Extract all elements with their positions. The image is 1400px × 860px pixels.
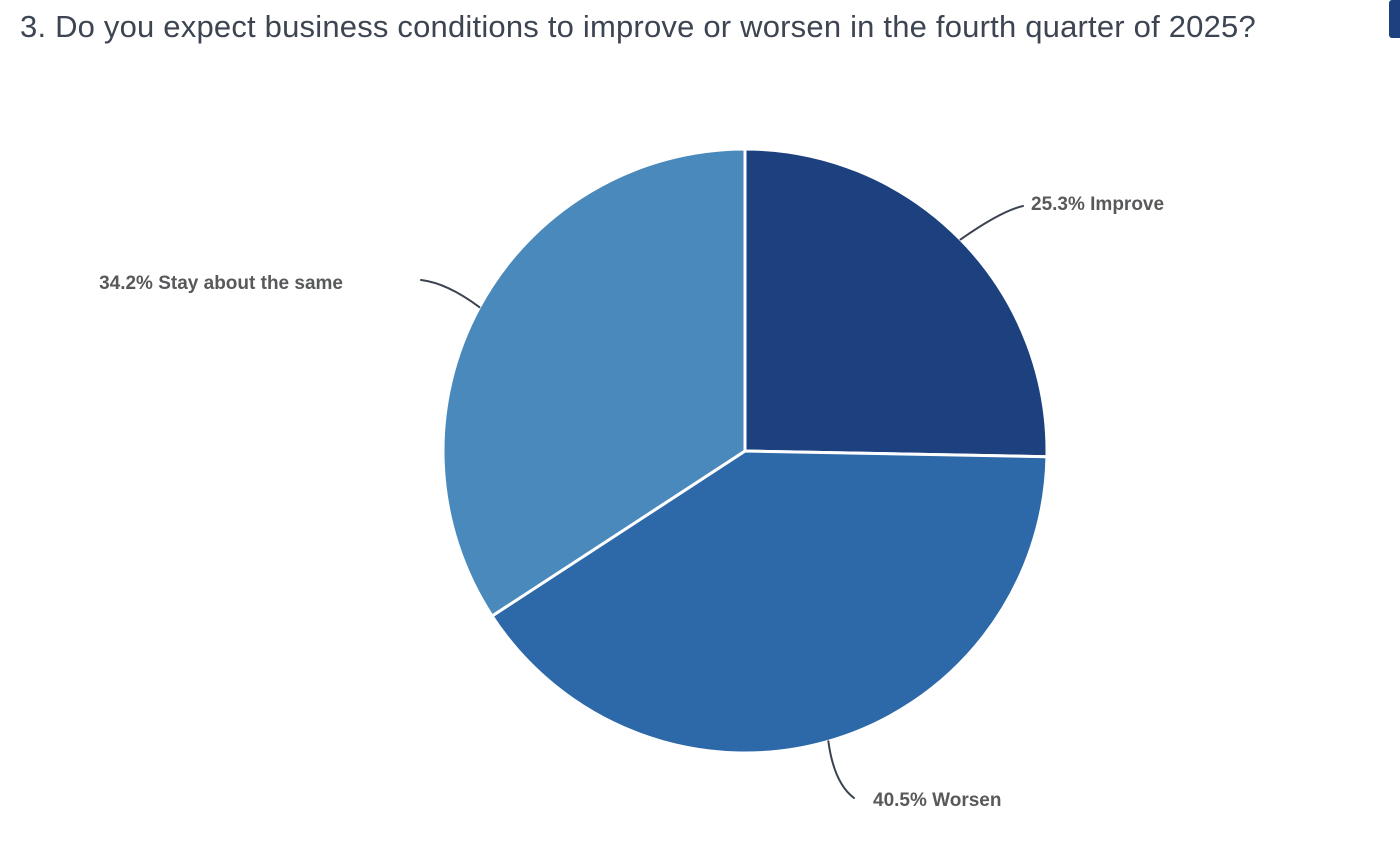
pie-connector-improve <box>959 205 1024 241</box>
pie-connector-stay-about-the-same <box>420 279 481 309</box>
scrollbar-thumb[interactable] <box>1389 0 1400 38</box>
pie-label-stay-about-the-same: 34.2% Stay about the same <box>99 273 343 294</box>
pie-label-improve: 25.3% Improve <box>1031 194 1165 215</box>
pie-label-worsen: 40.5% Worsen <box>873 790 1002 811</box>
pie-slice-improve[interactable] <box>743 147 1049 459</box>
pie-connector-worsen <box>827 740 855 799</box>
question-title: 3. Do you expect business conditions to … <box>20 9 1256 44</box>
